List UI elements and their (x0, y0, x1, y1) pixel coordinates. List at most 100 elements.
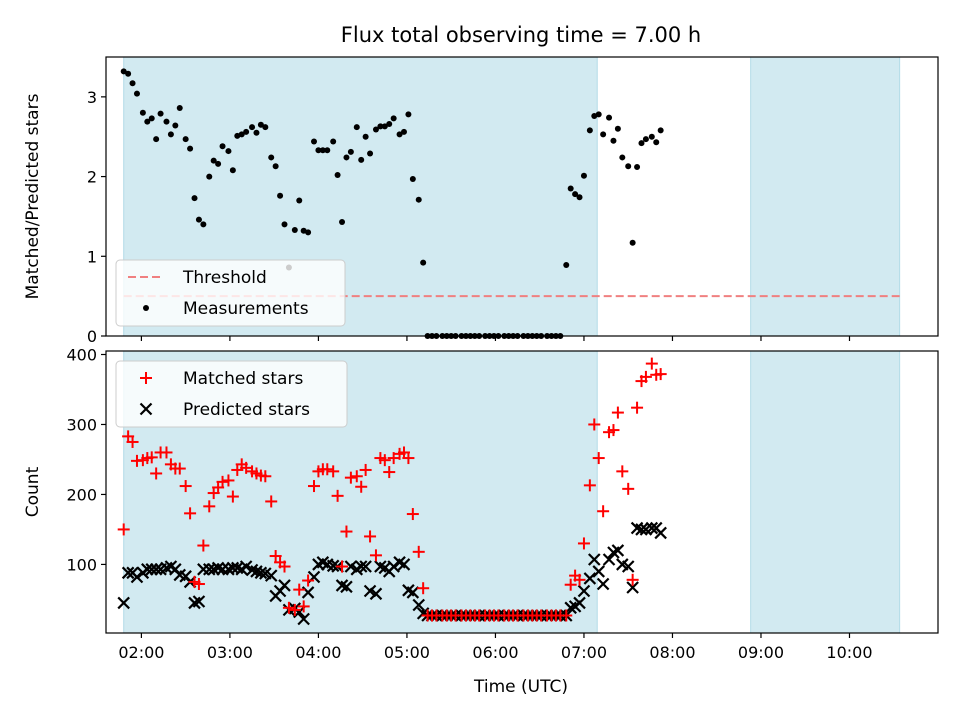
matched-star-point (173, 462, 186, 475)
measurement-point (120, 68, 127, 75)
measurement-point (191, 195, 198, 202)
measurement-point (386, 120, 393, 127)
measurement-point (415, 196, 422, 203)
measurement-point (400, 128, 407, 135)
predicted-x-stroke (211, 561, 225, 575)
matched-star-point (150, 467, 163, 480)
matched-star-point (588, 418, 601, 431)
matched-star-point (616, 465, 629, 478)
measurement-point (343, 154, 350, 161)
predicted-x-stroke (254, 566, 268, 580)
legend: Threshold Measurements (115, 259, 346, 327)
measurement-point (347, 148, 354, 155)
predicted-star-point (588, 553, 601, 566)
predicted-star-point (130, 570, 144, 584)
measurement-point (262, 124, 269, 131)
measurement-point (610, 137, 617, 144)
matched-star-point (583, 479, 596, 492)
top-panel: 0 1 2 3 Matched/Predicted stars Threshold Meas… (23, 56, 939, 346)
matched-star-point (364, 530, 377, 543)
matched-star-point (622, 482, 635, 495)
matched-star-point (160, 446, 173, 459)
measurement-point (634, 164, 641, 171)
predicted-x-stroke (354, 560, 368, 573)
measurement-point (153, 136, 160, 143)
measurement-point (157, 110, 164, 117)
predicted-x-stroke (320, 558, 334, 571)
predicted-star-point (592, 565, 605, 578)
matched-star-point (293, 583, 306, 596)
predicted-x-stroke (621, 560, 635, 573)
predicted-x-stroke (344, 560, 358, 573)
matched-star-point (639, 370, 652, 383)
matched-star-point (192, 578, 205, 591)
measurement-point (625, 163, 632, 170)
predicted-x-stroke (130, 570, 144, 584)
predicted-star-point (121, 566, 135, 580)
predicted-star-point (192, 595, 206, 608)
x-tick-label: 06:00 (472, 643, 518, 662)
measurement-point (305, 229, 312, 236)
y-tick-label: 3 (87, 88, 97, 107)
measurement-point (319, 147, 326, 154)
matched-star-point (573, 573, 586, 586)
matched-star-point (607, 424, 620, 437)
measurement-point (229, 167, 236, 174)
measurement-point (619, 154, 626, 161)
predicted-x-stroke (397, 558, 411, 571)
predicted-star-point (117, 596, 130, 610)
matched-star-point (331, 489, 344, 502)
measurement-point (187, 145, 194, 152)
matched-star-point (654, 368, 667, 381)
matched-star-point (259, 470, 272, 483)
y-tick-label: 0 (87, 327, 97, 346)
x-tick-label: 08:00 (649, 643, 695, 662)
measurement-point (172, 122, 179, 129)
measurement-point (653, 139, 660, 146)
predicted-star-point (573, 596, 586, 610)
predicted-x-stroke (393, 556, 406, 569)
predicted-x-stroke (164, 560, 178, 573)
measurement-point (334, 171, 341, 178)
legend-predicted-swatch (139, 402, 153, 416)
predicted-star-point (583, 572, 597, 585)
measurement-point (167, 131, 174, 138)
measurement-point (576, 194, 583, 201)
matched-star-point (645, 357, 658, 370)
matched-star-point (117, 523, 130, 536)
measurement-point (163, 118, 170, 125)
predicted-x-stroke (387, 560, 400, 573)
matched-star-point (560, 609, 573, 622)
measurement-point (225, 148, 232, 155)
measurement-point (238, 131, 245, 138)
matched-star-point (626, 573, 639, 586)
matched-star-point (597, 505, 610, 518)
measurement-point (358, 156, 365, 163)
predicted-x-stroke (596, 577, 610, 591)
predicted-star-point (326, 559, 340, 573)
y-tick-label: 2 (87, 168, 97, 187)
x-tick-label: 03:00 (207, 643, 253, 662)
predicted-star-point (611, 544, 625, 557)
matched-star-point (179, 480, 192, 493)
measurement-point (176, 105, 183, 112)
x-axis-label: Time (UTC) (473, 677, 568, 697)
measurement-point (291, 226, 298, 233)
predicted-star-point (369, 587, 383, 601)
predicted-x-stroke (202, 563, 216, 576)
measurement-point (281, 221, 288, 228)
measurement-point (381, 123, 388, 130)
matched-star-point (269, 550, 282, 563)
measurement-point (215, 160, 222, 167)
predicted-x-stroke (335, 579, 349, 592)
predicted-x-stroke (149, 563, 163, 576)
bottom-panel: 100 200 300 400 Count 02:00 03:00 04:00 05:00 06:… (23, 345, 939, 662)
predicted-x-stroke (245, 563, 259, 577)
matched-star-point (278, 560, 291, 573)
measurement-point (200, 221, 207, 228)
measurement-point (600, 131, 607, 138)
predicted-x-stroke (374, 560, 387, 573)
measurement-point (362, 133, 369, 140)
measurement-point (409, 175, 416, 182)
